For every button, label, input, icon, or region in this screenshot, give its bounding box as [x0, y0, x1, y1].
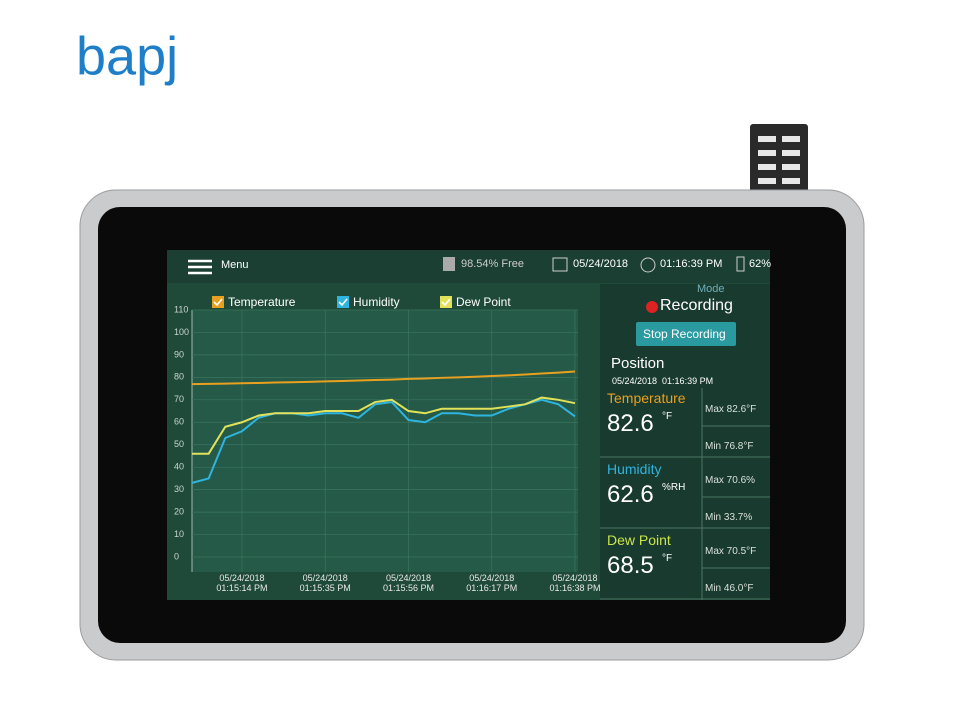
reading-value: 62.6 [607, 481, 654, 508]
reading-name: Temperature [607, 390, 686, 406]
time: 01:16:39 PM [660, 258, 723, 270]
y-tick-label: 70 [174, 394, 184, 404]
battery: 62% [749, 258, 772, 270]
logo: bapj [76, 26, 178, 86]
series-line [191, 398, 576, 484]
reading-name: Humidity [607, 461, 662, 477]
y-tick-label: 20 [174, 506, 184, 516]
timestamp: 05/24/2018 01:16:39 PM [612, 376, 714, 386]
y-tick-label: 50 [174, 439, 184, 449]
legend-box [440, 296, 452, 308]
legend-label: Temperature [228, 295, 296, 309]
reading-min: Min 46.0°F [705, 583, 754, 594]
stop-button-label[interactable]: Stop Recording [643, 327, 726, 341]
reading-unit: °F [662, 553, 673, 564]
reading-name: Dew Point [607, 532, 671, 548]
y-tick-label: 30 [174, 484, 184, 494]
reading-max: Max 82.6°F [705, 404, 757, 415]
y-tick-label: 60 [174, 417, 184, 427]
reading-value: 82.6 [607, 410, 654, 437]
reading-min: Min 33.7% [705, 512, 753, 523]
y-tick-label: 80 [174, 372, 184, 382]
reading-value: 68.5 [607, 552, 654, 579]
y-tick-label: 40 [174, 462, 184, 472]
reading-max: Max 70.5°F [705, 546, 757, 557]
x-tick-label: 05/24/2018 01:15:14 PM [216, 573, 268, 593]
reading-unit: %RH [662, 482, 686, 493]
legend-box [337, 296, 349, 308]
plot-area [192, 310, 578, 572]
recording: Recording [660, 297, 733, 314]
position: Position [611, 355, 665, 372]
reading-max: Max 70.6% [705, 475, 756, 486]
stop-button[interactable] [636, 322, 736, 346]
reading-unit: °F [662, 411, 673, 422]
record-dot [646, 301, 658, 313]
legend-label: Humidity [353, 295, 400, 309]
sensor [750, 124, 808, 198]
reading-min: Min 76.8°F [705, 441, 754, 452]
x-tick-label: 05/24/2018 01:16:38 PM [549, 573, 601, 593]
legend-check [338, 298, 348, 307]
legend-check [441, 298, 451, 307]
y-tick-label: 100 [174, 327, 189, 337]
legend-box [212, 296, 224, 308]
legend-check [213, 298, 223, 307]
date: 05/24/2018 [573, 258, 629, 270]
menu[interactable]: Menu [221, 259, 249, 271]
x-tick-label: 05/24/2018 01:16:17 PM [466, 573, 518, 593]
mode-label: Mode [697, 283, 725, 295]
y-tick-label: 110 [174, 304, 188, 314]
y-tick-label: 0 [174, 551, 179, 561]
y-tick-label: 10 [174, 529, 184, 539]
x-tick-label: 05/24/2018 01:15:35 PM [299, 573, 351, 593]
legend-label: Dew Point [456, 295, 511, 309]
x-tick-label: 05/24/2018 01:15:56 PM [382, 573, 434, 593]
series-line [191, 370, 576, 386]
storage: 98.54% Free [461, 258, 524, 270]
series-line [192, 396, 576, 455]
y-tick-label: 90 [174, 349, 184, 359]
